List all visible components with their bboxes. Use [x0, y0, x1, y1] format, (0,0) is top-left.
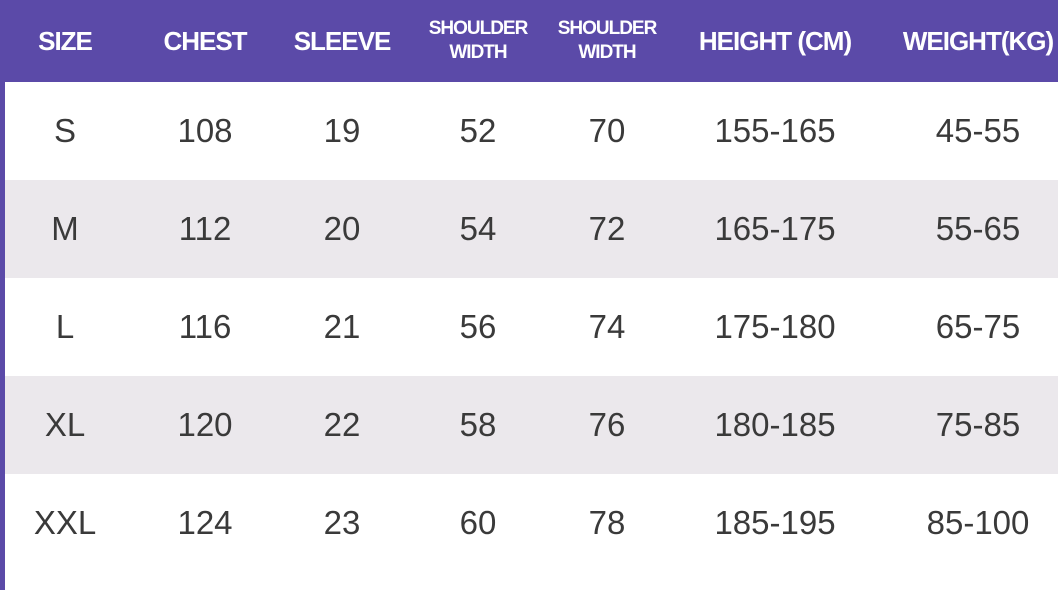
size-chart-table: SIZE CHEST SLEEVE SHOULDER WIDTH SHOULDER WIDT… [0, 0, 1058, 590]
table-cell: 75-85 [935, 406, 1021, 443]
table-cell: 65-75 [935, 308, 1021, 345]
column-header: WEIGHT(KG) [902, 25, 1054, 56]
table-cell: 165-175 [714, 210, 836, 247]
table-cell: 70 [588, 112, 626, 149]
table-cell: XXL [33, 504, 97, 541]
column-header: HEIGHT (CM) [698, 25, 852, 56]
table-cell: 124 [177, 504, 233, 541]
table-cell: 56 [459, 308, 497, 345]
table-cell: 175-180 [714, 308, 836, 345]
table-cell: 185-195 [714, 504, 836, 541]
table-cell: 58 [459, 406, 497, 443]
column-header: CHEST [163, 25, 247, 56]
table-cell: 22 [323, 406, 361, 443]
table-cell: XL [44, 406, 86, 443]
table-cell: 21 [323, 308, 361, 345]
table-cell: M [51, 210, 79, 247]
table-cell: 76 [588, 406, 626, 443]
table-cell: 72 [588, 210, 626, 247]
table-cell: 116 [178, 308, 232, 345]
table-cell: S [53, 112, 77, 149]
table-cell: 20 [323, 210, 361, 247]
column-header: SIZE [38, 25, 93, 56]
table-cell: 78 [588, 504, 626, 541]
column-header: SHOULDER WIDTH [557, 18, 658, 63]
column-header: SHOULDER WIDTH [428, 18, 529, 63]
table-row: L 116 21 56 74 175-180 65-75 [5, 278, 1058, 376]
table-cell: 85-100 [926, 504, 1030, 541]
table-row: XXL 124 23 60 78 185-195 85-100 [5, 474, 1058, 572]
table-cell: 112 [178, 210, 232, 247]
table-cell: L [55, 308, 75, 345]
table-cell: 60 [459, 504, 497, 541]
table-row: S 108 19 52 70 155-165 45-55 [5, 82, 1058, 180]
table-row: M 112 20 54 72 165-175 55-65 [5, 180, 1058, 278]
table-cell: 180-185 [714, 406, 836, 443]
table-cell: 120 [177, 406, 233, 443]
table-cell: 19 [323, 112, 361, 149]
table-cell: 55-65 [935, 210, 1021, 247]
table-cell: 45-55 [935, 112, 1021, 149]
table-cell: 155-165 [714, 112, 836, 149]
table-cell: 23 [323, 504, 361, 541]
table-header: SIZE CHEST SLEEVE SHOULDER WIDTH SHOULDER WIDT… [5, 0, 1058, 82]
table-row: XL 120 22 58 76 180-185 75-85 [5, 376, 1058, 474]
table-cell: 108 [177, 112, 233, 149]
table-cell: 52 [459, 112, 497, 149]
table-cell: 54 [459, 210, 497, 247]
table-cell: 74 [588, 308, 626, 345]
column-header: SLEEVE [293, 25, 392, 56]
